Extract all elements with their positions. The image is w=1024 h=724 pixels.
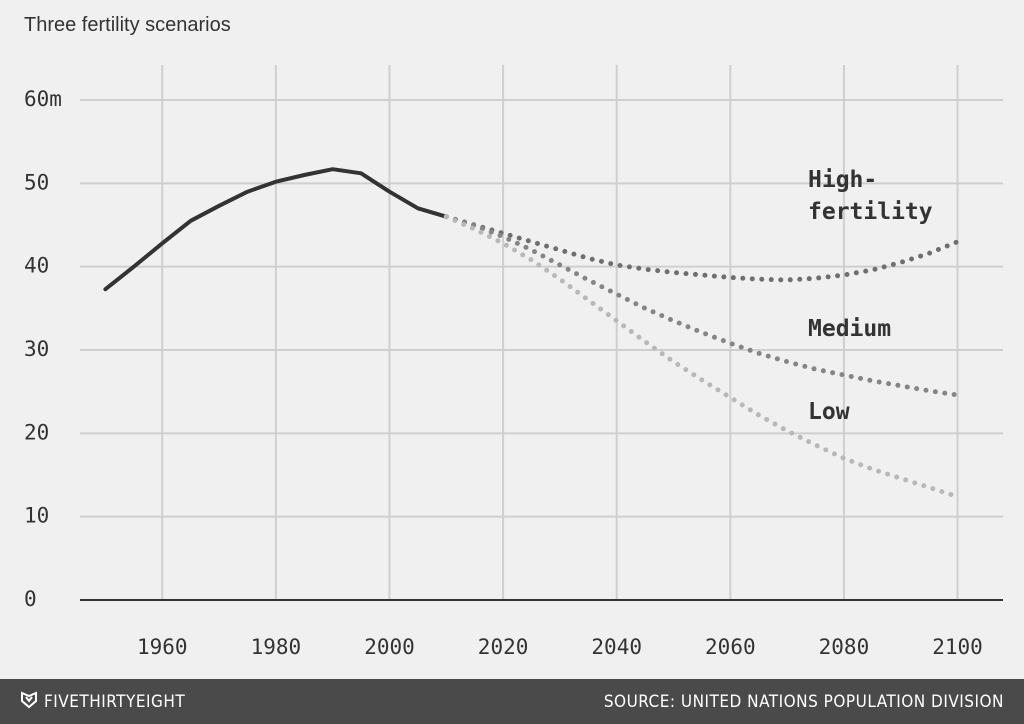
brand-logo bbox=[21, 691, 37, 709]
series-label-box: Medium bbox=[808, 316, 892, 342]
x-tick-label: 2020 bbox=[478, 635, 529, 659]
y-tick-label: 20 bbox=[24, 420, 49, 444]
y-tick-label: 50 bbox=[24, 170, 49, 194]
series-line bbox=[103, 167, 449, 292]
series-label: Low bbox=[808, 399, 850, 425]
series-label-box: Low bbox=[808, 399, 850, 425]
y-tick-label: 40 bbox=[24, 254, 49, 278]
x-tick-label: 2080 bbox=[819, 635, 870, 659]
x-tick-label: 2100 bbox=[932, 635, 983, 659]
chart-subtitle: Three fertility scenarios bbox=[24, 14, 231, 36]
series-line bbox=[443, 214, 961, 500]
y-tick-label: 10 bbox=[24, 504, 49, 528]
y-tick-label: 30 bbox=[24, 337, 49, 361]
x-tick-label: 2000 bbox=[364, 635, 415, 659]
x-tick-label: 1980 bbox=[251, 635, 302, 659]
x-tick-label: 1960 bbox=[137, 635, 188, 659]
source: SOURCE: UNITED NATIONS POPULATION DIVISI… bbox=[604, 692, 1004, 712]
series-label: Medium bbox=[808, 316, 892, 342]
footer-bar bbox=[0, 679, 1024, 724]
series-line bbox=[443, 214, 961, 398]
series-label-box: High-fertility bbox=[808, 167, 933, 225]
brand: FIVETHIRTYEIGHT bbox=[44, 692, 185, 712]
y-tick-label: 60m bbox=[24, 87, 62, 111]
x-tick-label: 2060 bbox=[705, 635, 756, 659]
x-tick-label: 2040 bbox=[591, 635, 642, 659]
y-tick-label: 0 bbox=[24, 587, 37, 611]
series-label: High-fertility bbox=[808, 167, 933, 225]
